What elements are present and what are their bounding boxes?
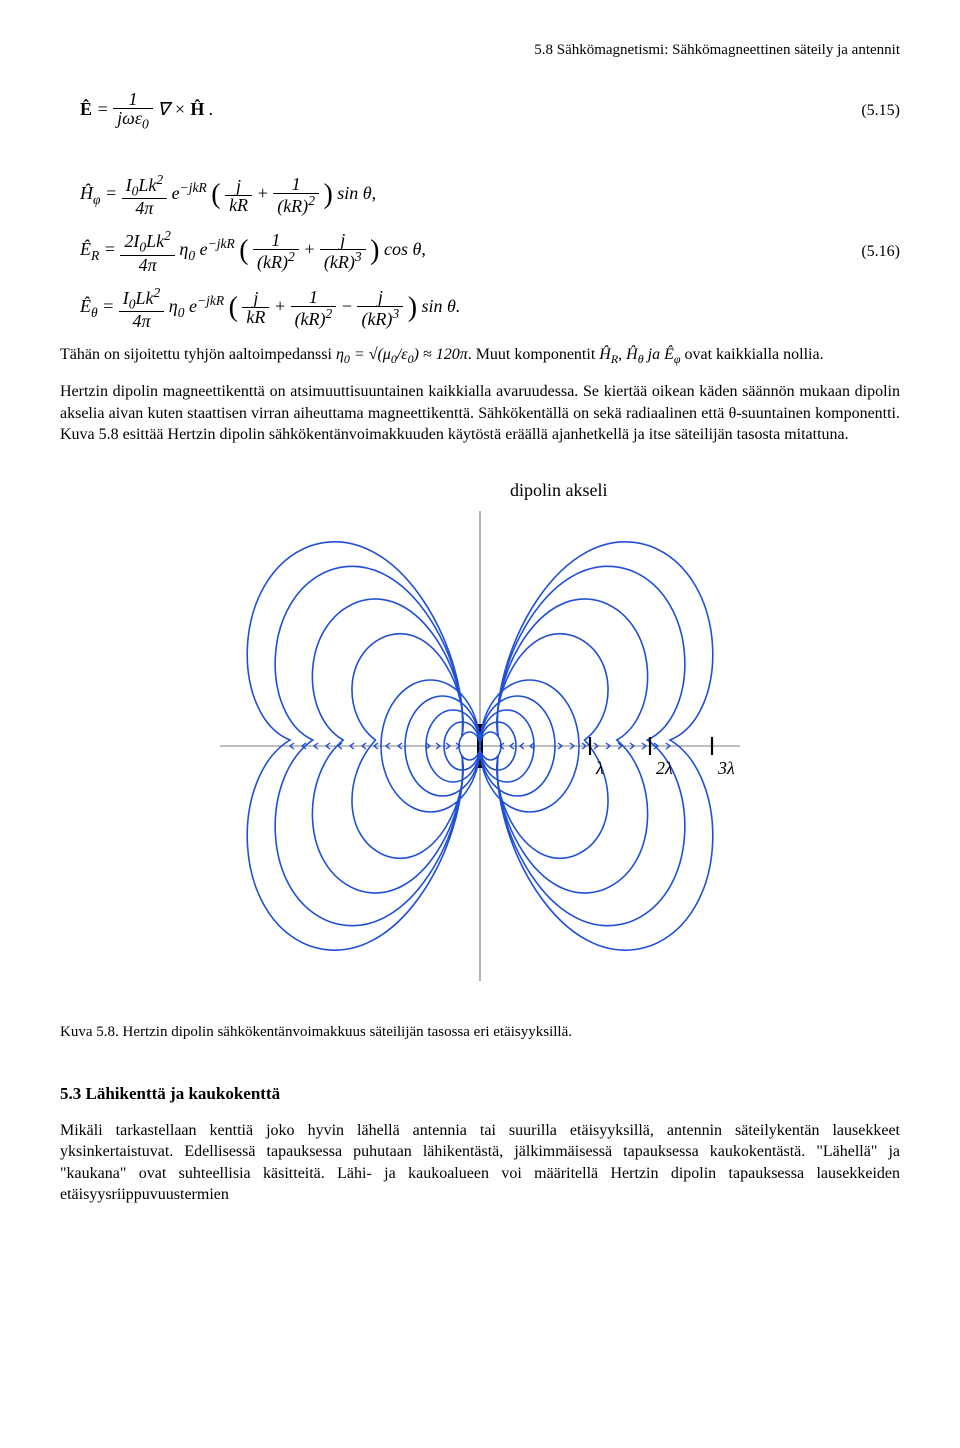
eq-5-16-line1: Ĥφ = I0Lk2 4π e−jkR ( j kR + 1 (kR)2 ) s…	[60, 173, 820, 217]
eq-5-15-body: Ê = 1 jωε0 ∇ × Ĥ .	[60, 90, 820, 131]
paragraph-nearfar: Mikäli tarkastellaan kenttiä joko hyvin …	[60, 1120, 900, 1206]
figure-5-8: dipolin akseli λ 2λ 3λ	[60, 466, 900, 993]
para1-c: ovat kaikkialla nollia.	[681, 346, 824, 363]
section-5-3-heading: 5.3 Lähikenttä ja kaukokenttä	[60, 1083, 900, 1106]
para1-math: η0 = √(μ0/ε0) ≈ 120π	[336, 346, 468, 363]
para1-math2: ĤR, Ĥθ ja Êφ	[599, 346, 680, 363]
equation-5-16: Ĥφ = I0Lk2 4π e−jkR ( j kR + 1 (kR)2 ) s…	[60, 173, 900, 329]
page-header: 5.8 Sähkömagnetismi: Sähkömagneettinen s…	[60, 40, 900, 60]
para1-a: Tähän on sijoitettu tyhjön aaltoimpedans…	[60, 346, 336, 363]
paragraph-description: Hertzin dipolin magneettikenttä on atsim…	[60, 381, 900, 446]
eq-5-16-line3: Êθ = I0Lk2 4π η0 e−jkR ( j kR + 1 (kR)2 …	[60, 286, 820, 330]
para1-b: . Muut komponentit	[468, 346, 600, 363]
svg-text:2λ: 2λ	[656, 758, 673, 778]
svg-text:λ: λ	[595, 758, 604, 778]
equation-5-15: Ê = 1 jωε0 ∇ × Ĥ . (5.15)	[60, 90, 900, 131]
dipole-field-diagram: dipolin akseli λ 2λ 3λ	[200, 466, 760, 986]
eq-5-16-line2: ÊR = 2I0Lk2 4π η0 e−jkR ( 1 (kR)2 + j (k…	[60, 229, 820, 273]
eq-5-15-number: (5.15)	[820, 100, 900, 122]
paragraph-impedance: Tähän on sijoitettu tyhjön aaltoimpedans…	[60, 344, 900, 367]
eq-5-16-number: (5.16)	[820, 241, 900, 263]
svg-text:dipolin akseli: dipolin akseli	[510, 480, 608, 500]
svg-text:3λ: 3λ	[717, 758, 735, 778]
figure-5-8-caption: Kuva 5.8. Hertzin dipolin sähkökentänvoi…	[60, 1022, 900, 1042]
